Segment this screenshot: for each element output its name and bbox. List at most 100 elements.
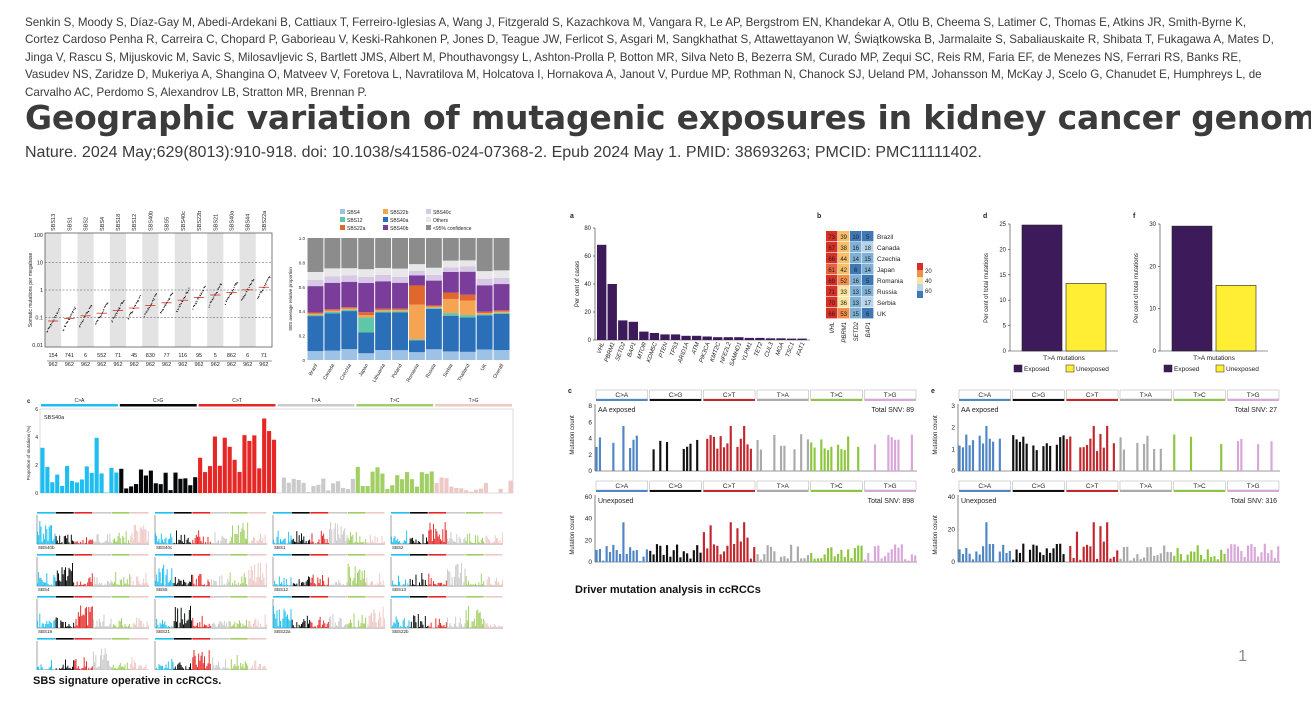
count-bar xyxy=(719,436,722,471)
gene-bar xyxy=(755,337,765,340)
profile-bar-small xyxy=(193,625,195,628)
profile-bar-small xyxy=(242,623,244,628)
count-bar xyxy=(1139,559,1142,562)
profile-bar-small xyxy=(188,542,190,544)
profile-bar-small xyxy=(355,531,357,544)
profile-bar-small xyxy=(77,542,79,544)
data-point xyxy=(111,321,113,323)
profile-bar-small xyxy=(331,584,333,586)
data-point xyxy=(56,312,59,314)
profile-bar-small xyxy=(138,581,140,586)
profile-bar-small xyxy=(208,650,210,670)
signature-label: SBS4 xyxy=(100,217,106,231)
profile-bar-small xyxy=(475,535,476,544)
heatmap-cell xyxy=(862,297,874,308)
profile-bar-small xyxy=(37,531,38,544)
profile-bar-small xyxy=(497,583,499,586)
profile-bar-small xyxy=(138,541,140,544)
stacked-segment xyxy=(392,309,408,312)
profile-bar-small xyxy=(193,543,195,544)
count-bar xyxy=(1159,553,1162,562)
class-bar-small xyxy=(173,512,192,514)
count-bar xyxy=(1015,549,1018,562)
data-point xyxy=(73,309,75,311)
data-point xyxy=(266,280,268,282)
gene-label: PTEN xyxy=(658,341,669,359)
count-bar xyxy=(635,550,638,562)
count-bar xyxy=(618,553,622,562)
profile-bar-small xyxy=(129,573,131,586)
count-bar xyxy=(1049,445,1052,471)
count-bar xyxy=(786,558,789,562)
profile-bar-small xyxy=(160,665,162,670)
profile-bar-small xyxy=(83,615,85,628)
count-label: 962 xyxy=(227,362,236,368)
count-bar xyxy=(743,522,746,562)
stacked-segment xyxy=(476,311,493,314)
profile-bar-small xyxy=(461,563,462,586)
profile-bar-small xyxy=(167,582,169,586)
profile-bar-small xyxy=(262,666,264,670)
data-point xyxy=(227,298,229,300)
profile-bar-small xyxy=(45,669,47,670)
profile-bar-small xyxy=(459,617,461,628)
profile-bar xyxy=(129,486,134,493)
stacked-segment xyxy=(459,351,476,360)
profile-bar xyxy=(483,483,488,493)
profile-bar-small xyxy=(80,605,82,628)
profile-bar-small xyxy=(145,664,147,670)
stacked-segment xyxy=(375,281,392,309)
profile-bar-small xyxy=(41,623,43,628)
profile-bar-small xyxy=(186,620,188,628)
profile-bar-small xyxy=(183,542,184,544)
profile-bar-small xyxy=(473,542,475,544)
stacked-segment xyxy=(375,350,392,360)
data-point xyxy=(74,308,76,310)
count-bar xyxy=(883,556,887,562)
profile-bar-small xyxy=(147,584,149,586)
count-label: 741 xyxy=(65,353,74,359)
panel-label: d xyxy=(983,213,987,220)
legend-swatch xyxy=(383,225,388,230)
count-bar xyxy=(682,448,685,471)
profile-bar-small xyxy=(138,665,140,670)
profile-bar-small xyxy=(197,622,198,628)
count-label: 962 xyxy=(162,362,171,368)
profile-bar xyxy=(50,482,55,493)
gene-bar xyxy=(713,337,723,340)
class-label: T>A xyxy=(1140,483,1153,490)
profile-bar-small xyxy=(469,627,471,628)
signature-label: SBS2 xyxy=(84,217,90,231)
profile-bar-small xyxy=(281,541,283,544)
count-bar xyxy=(679,557,682,562)
profile-bar-small xyxy=(234,533,236,544)
class-bar-small xyxy=(229,554,248,556)
profile-bar-small xyxy=(289,620,291,628)
class-bar xyxy=(959,490,1011,492)
profile-bar-small xyxy=(136,530,138,544)
profile-bar-small xyxy=(227,578,229,586)
profile-bar-small xyxy=(233,666,235,670)
profile-bar-small xyxy=(326,623,328,628)
panel-label: f xyxy=(1133,213,1136,220)
count-bar xyxy=(1042,446,1045,471)
y-tick-label: 30 xyxy=(1149,222,1156,228)
profile-bar-small xyxy=(221,575,223,586)
legend-label: SBS4 xyxy=(347,210,360,216)
profile-bar-small xyxy=(444,585,446,586)
count-bar xyxy=(1008,550,1011,562)
count-bar xyxy=(850,558,853,562)
profile-bar-small xyxy=(95,626,97,628)
profile-bar-small xyxy=(367,624,369,628)
count-bar xyxy=(632,439,635,471)
profile-bar-small xyxy=(180,607,182,628)
count-bar xyxy=(992,543,995,562)
profile-bar-small xyxy=(426,537,427,544)
profile-bar-small xyxy=(89,611,91,628)
gene-bar xyxy=(607,284,617,340)
profile-bar-small xyxy=(376,582,378,586)
profile-bar-small xyxy=(40,577,42,586)
profile-bar-small xyxy=(303,536,305,544)
data-point xyxy=(119,307,121,309)
profile-bar-small xyxy=(317,577,319,586)
